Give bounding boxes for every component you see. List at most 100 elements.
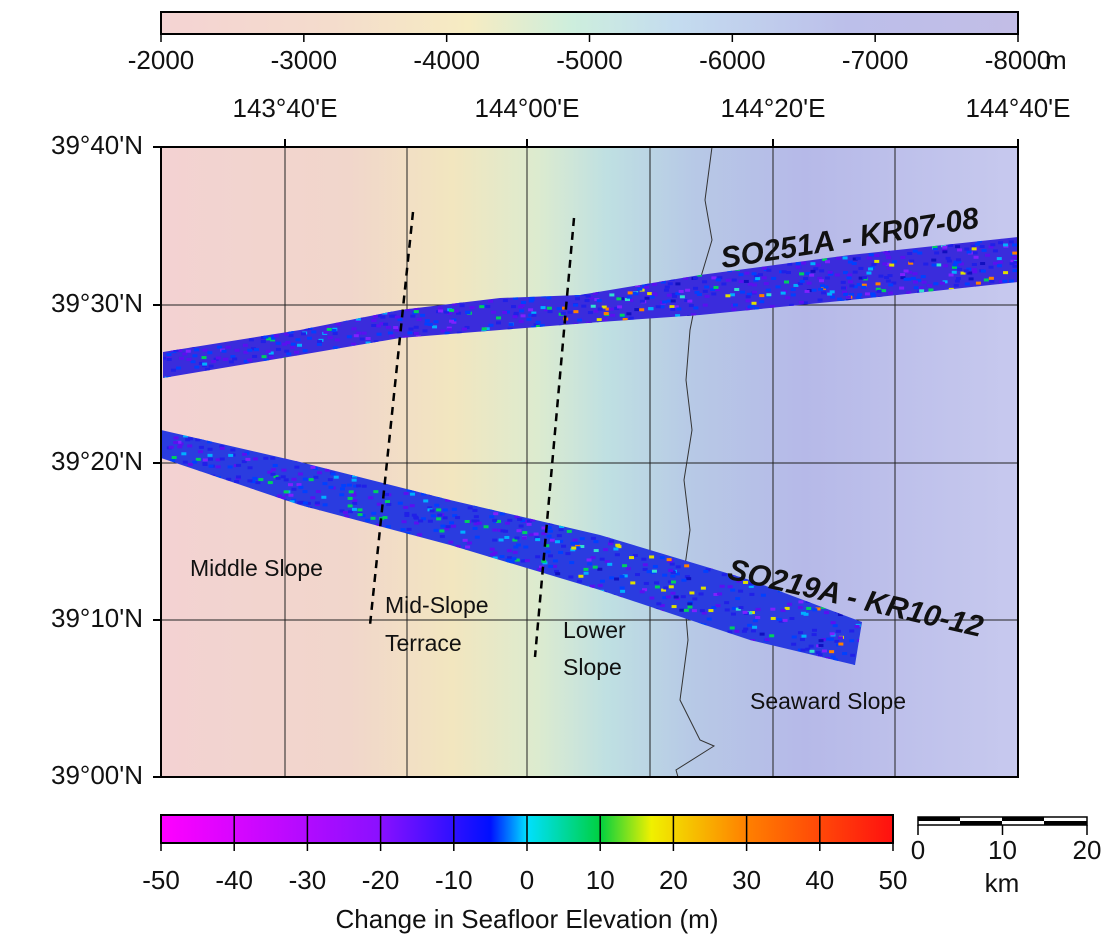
swath-pixel	[830, 632, 835, 635]
swath-pixel	[720, 585, 725, 588]
swath-pixel	[602, 318, 607, 321]
swath-pixel	[516, 529, 521, 532]
swath-pixel	[507, 519, 512, 522]
swath-pixel	[317, 471, 322, 474]
swath-pixel	[593, 566, 598, 569]
swath-pixel	[976, 282, 981, 285]
swath-pixel	[679, 609, 684, 612]
swath-pixel	[686, 577, 691, 580]
swath-pixel	[570, 542, 575, 545]
depth-tick-label: -4000	[413, 45, 480, 75]
swath-pixel	[956, 258, 961, 261]
swath-pixel	[576, 546, 581, 549]
swath-pixel	[328, 486, 333, 489]
swath-pixel	[744, 280, 749, 283]
swath-pixel	[258, 478, 263, 481]
swath-pixel	[847, 276, 852, 279]
swath-pixel	[465, 546, 470, 549]
swath-pixel	[922, 281, 927, 284]
swath-pixel	[819, 269, 824, 272]
swath-pixel	[665, 286, 670, 289]
swath-pixel	[836, 630, 841, 633]
swath-pixel	[974, 256, 979, 259]
swath-pixel	[249, 338, 254, 341]
swath-pixel	[679, 290, 684, 293]
depth-tick-label: -8000	[985, 45, 1052, 75]
swath-pixel	[422, 329, 427, 332]
swath-pixel	[923, 263, 928, 266]
swath-pixel	[352, 499, 357, 502]
swath-pixel	[701, 587, 706, 590]
swath-pixel	[568, 311, 573, 314]
swath-pixel	[202, 356, 207, 359]
swath-pixel	[348, 497, 353, 500]
swath-pixel	[711, 276, 716, 279]
swath-pixel	[449, 309, 454, 312]
swath-pixel	[824, 611, 829, 614]
swath-pixel	[335, 338, 340, 341]
swath-pixel	[848, 280, 853, 283]
swath-pixel	[783, 619, 788, 622]
swath-pixel	[689, 304, 694, 307]
swath-pixel	[861, 286, 866, 289]
swath-pixel	[846, 296, 851, 299]
swath-pixel	[669, 305, 674, 308]
swath-pixel	[752, 283, 757, 286]
swath-pixel	[311, 330, 316, 333]
swath-pixel	[316, 490, 321, 493]
swath-pixel	[522, 537, 527, 540]
swath-pixel	[946, 257, 951, 260]
swath-pixel	[670, 563, 675, 566]
swath-pixel	[913, 281, 918, 284]
swath-pixel	[565, 552, 570, 555]
swath-pixel	[708, 609, 713, 612]
swath-pixel	[850, 654, 855, 657]
swath-pixel	[548, 554, 553, 557]
swath-pixel	[867, 257, 872, 260]
swath-pixel	[672, 295, 677, 298]
swath-pixel	[529, 533, 534, 536]
swath-pixel	[900, 273, 905, 276]
swath-pixel	[575, 542, 580, 545]
swath-pixel	[899, 287, 904, 290]
swath-pixel	[609, 308, 614, 311]
swath-pixel	[597, 299, 602, 302]
swath-pixel	[403, 506, 408, 509]
swath-pixel	[583, 568, 588, 571]
swath-pixel	[684, 564, 689, 567]
swath-pixel	[208, 458, 213, 461]
swath-pixel	[670, 575, 675, 578]
swath-pixel	[358, 513, 363, 516]
swath-pixel	[247, 349, 252, 352]
swath-pixel	[656, 305, 661, 308]
swath-pixel	[252, 355, 257, 358]
swath-pixel	[837, 298, 842, 301]
swath-pixel	[307, 337, 312, 340]
swath-pixel	[675, 282, 680, 285]
swath-pixel	[1002, 280, 1007, 283]
swath-pixel	[865, 292, 870, 295]
depth-colorbar	[161, 12, 1018, 34]
swath-pixel	[610, 314, 615, 317]
swath-pixel	[1009, 280, 1014, 283]
swath-pixel	[932, 264, 937, 267]
swath-pixel	[985, 254, 990, 257]
swath-pixel	[781, 292, 786, 295]
swath-pixel	[317, 340, 322, 343]
swath-pixel	[291, 343, 296, 346]
swath-pixel	[528, 308, 533, 311]
swath-pixel	[440, 525, 445, 528]
swath-pixel	[262, 355, 267, 358]
swath-pixel	[831, 621, 836, 624]
swath-pixel	[626, 312, 631, 315]
swath-pixel	[630, 581, 635, 584]
swath-pixel	[809, 274, 814, 277]
swath-pixel	[721, 282, 726, 285]
swath-pixel	[301, 332, 306, 335]
swath-pixel	[577, 319, 582, 322]
swath-pixel	[420, 314, 425, 317]
swath-pixel	[194, 348, 199, 351]
swath-pixel	[858, 267, 863, 270]
swath-pixel	[791, 293, 796, 296]
swath-pixel	[252, 477, 257, 480]
